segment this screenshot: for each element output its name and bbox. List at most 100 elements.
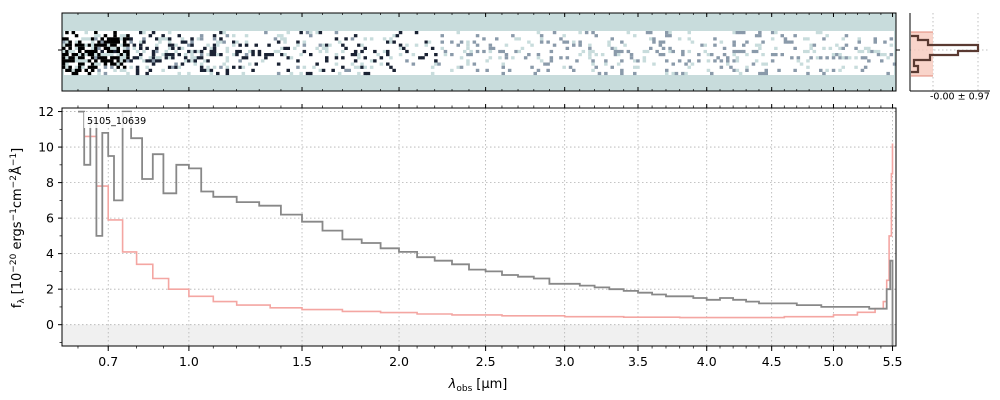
trace-pixel bbox=[527, 40, 531, 44]
trace-pixel bbox=[116, 56, 120, 60]
trace-pixel bbox=[276, 71, 281, 76]
x-tick-label: 4.0 bbox=[697, 354, 717, 369]
trace-pixel bbox=[498, 56, 502, 60]
trace-pixel bbox=[116, 53, 120, 57]
trace-pixel bbox=[357, 53, 361, 57]
trace-pixel bbox=[216, 40, 220, 44]
trace-pixel bbox=[71, 53, 76, 57]
trace-pixel bbox=[665, 59, 669, 63]
trace-pixel bbox=[196, 49, 201, 54]
trace-pixel bbox=[687, 65, 691, 69]
y-label-exp1: −20 bbox=[9, 253, 19, 272]
trace-pixel bbox=[738, 49, 743, 54]
x-tick-label: 3.0 bbox=[555, 354, 575, 369]
trace-pixel bbox=[225, 34, 230, 38]
trace-pixel bbox=[283, 53, 287, 57]
trace-pixel bbox=[363, 71, 367, 76]
trace-pixel bbox=[299, 53, 303, 57]
trace-pixel bbox=[546, 62, 550, 66]
trace-pixel bbox=[857, 49, 861, 54]
trace-pixel bbox=[116, 40, 120, 44]
trace-pixel bbox=[809, 46, 813, 50]
spectrum-2d-trace bbox=[62, 31, 897, 76]
trace-pixel bbox=[167, 43, 172, 47]
trace-pixel bbox=[305, 71, 310, 76]
trace-pixel bbox=[74, 71, 79, 76]
trace-pixel bbox=[164, 49, 169, 54]
trace-pixel bbox=[652, 40, 656, 44]
trace-pixel bbox=[430, 71, 435, 76]
trace-pixel bbox=[190, 59, 194, 63]
trace-pixel bbox=[62, 40, 66, 44]
trace-pixel bbox=[466, 46, 470, 50]
trace-pixel bbox=[633, 59, 637, 63]
trace-pixel bbox=[565, 46, 570, 50]
trace-pixel bbox=[873, 40, 877, 44]
trace-pixel bbox=[142, 31, 146, 35]
trace-pixel bbox=[116, 65, 120, 69]
trace-pixel bbox=[456, 31, 460, 35]
trace-pixel bbox=[257, 53, 262, 57]
trace-pixel bbox=[382, 49, 387, 54]
trace-pixel bbox=[344, 68, 348, 72]
trace-pixel bbox=[652, 62, 656, 66]
trace-pixel bbox=[65, 59, 69, 63]
y-label-exp4: −1 bbox=[9, 153, 19, 166]
trace-pixel bbox=[199, 65, 204, 69]
trace-pixel bbox=[74, 34, 79, 38]
trace-pixel bbox=[565, 56, 570, 60]
trace-pixel bbox=[764, 71, 768, 76]
trace-pixel bbox=[863, 56, 868, 60]
trace-pixel bbox=[126, 43, 130, 47]
trace-pixel bbox=[68, 59, 72, 63]
trace-pixel bbox=[562, 34, 566, 38]
trace-pixel bbox=[790, 56, 794, 60]
trace-pixel bbox=[613, 46, 618, 50]
trace-pixel bbox=[78, 62, 82, 66]
trace-pixel bbox=[206, 65, 210, 69]
trace-pixel bbox=[139, 40, 143, 44]
trace-pixel bbox=[402, 46, 406, 50]
trace-pixel bbox=[398, 53, 403, 57]
trace-pixel bbox=[177, 65, 181, 69]
trace-pixel bbox=[562, 65, 566, 69]
trace-pixel bbox=[321, 46, 326, 50]
x-axis-ticks: 0.7 1.0 1.5 2.0 2.5 3.0 3.5 4.0 4.5 5.0 5.5 bbox=[77, 104, 902, 369]
trace-pixel bbox=[151, 62, 156, 66]
trace-pixel bbox=[302, 43, 307, 47]
trace-pixel bbox=[414, 43, 419, 47]
trace-pixel bbox=[819, 31, 823, 35]
trace-pixel bbox=[94, 43, 98, 47]
trace-pixel bbox=[552, 43, 557, 47]
trace-pixel bbox=[761, 62, 765, 66]
trace-pixel bbox=[649, 31, 653, 35]
trace-pixel bbox=[463, 49, 467, 54]
trace-pixel bbox=[572, 43, 576, 47]
trace-pixel bbox=[867, 59, 871, 63]
trace-pixel bbox=[74, 59, 79, 63]
trace-pixel bbox=[841, 65, 845, 69]
trace-pixel bbox=[389, 56, 393, 60]
trace-pixel bbox=[302, 49, 307, 54]
trace-pixel bbox=[774, 53, 778, 57]
trace-pixel bbox=[74, 53, 79, 57]
flux-line bbox=[78, 110, 894, 346]
trace-pixel bbox=[610, 37, 614, 41]
trace-pixel bbox=[578, 43, 582, 47]
trace-pixel bbox=[726, 62, 730, 66]
trace-pixel bbox=[90, 62, 95, 66]
trace-pixel bbox=[382, 37, 387, 41]
trace-pixel bbox=[616, 53, 621, 57]
y-label-f: f bbox=[10, 303, 25, 308]
trace-pixel bbox=[260, 59, 265, 63]
y-tick-label: 4 bbox=[46, 246, 54, 261]
trace-pixel bbox=[65, 31, 69, 35]
x-tick-label: 2.0 bbox=[389, 354, 409, 369]
trace-pixel bbox=[559, 56, 563, 60]
trace-pixel bbox=[424, 43, 428, 47]
trace-pixel bbox=[392, 40, 396, 44]
trace-pixel bbox=[164, 56, 169, 60]
trace-pixel bbox=[103, 56, 108, 60]
trace-pixel bbox=[360, 43, 364, 47]
trace-pixel bbox=[475, 43, 480, 47]
